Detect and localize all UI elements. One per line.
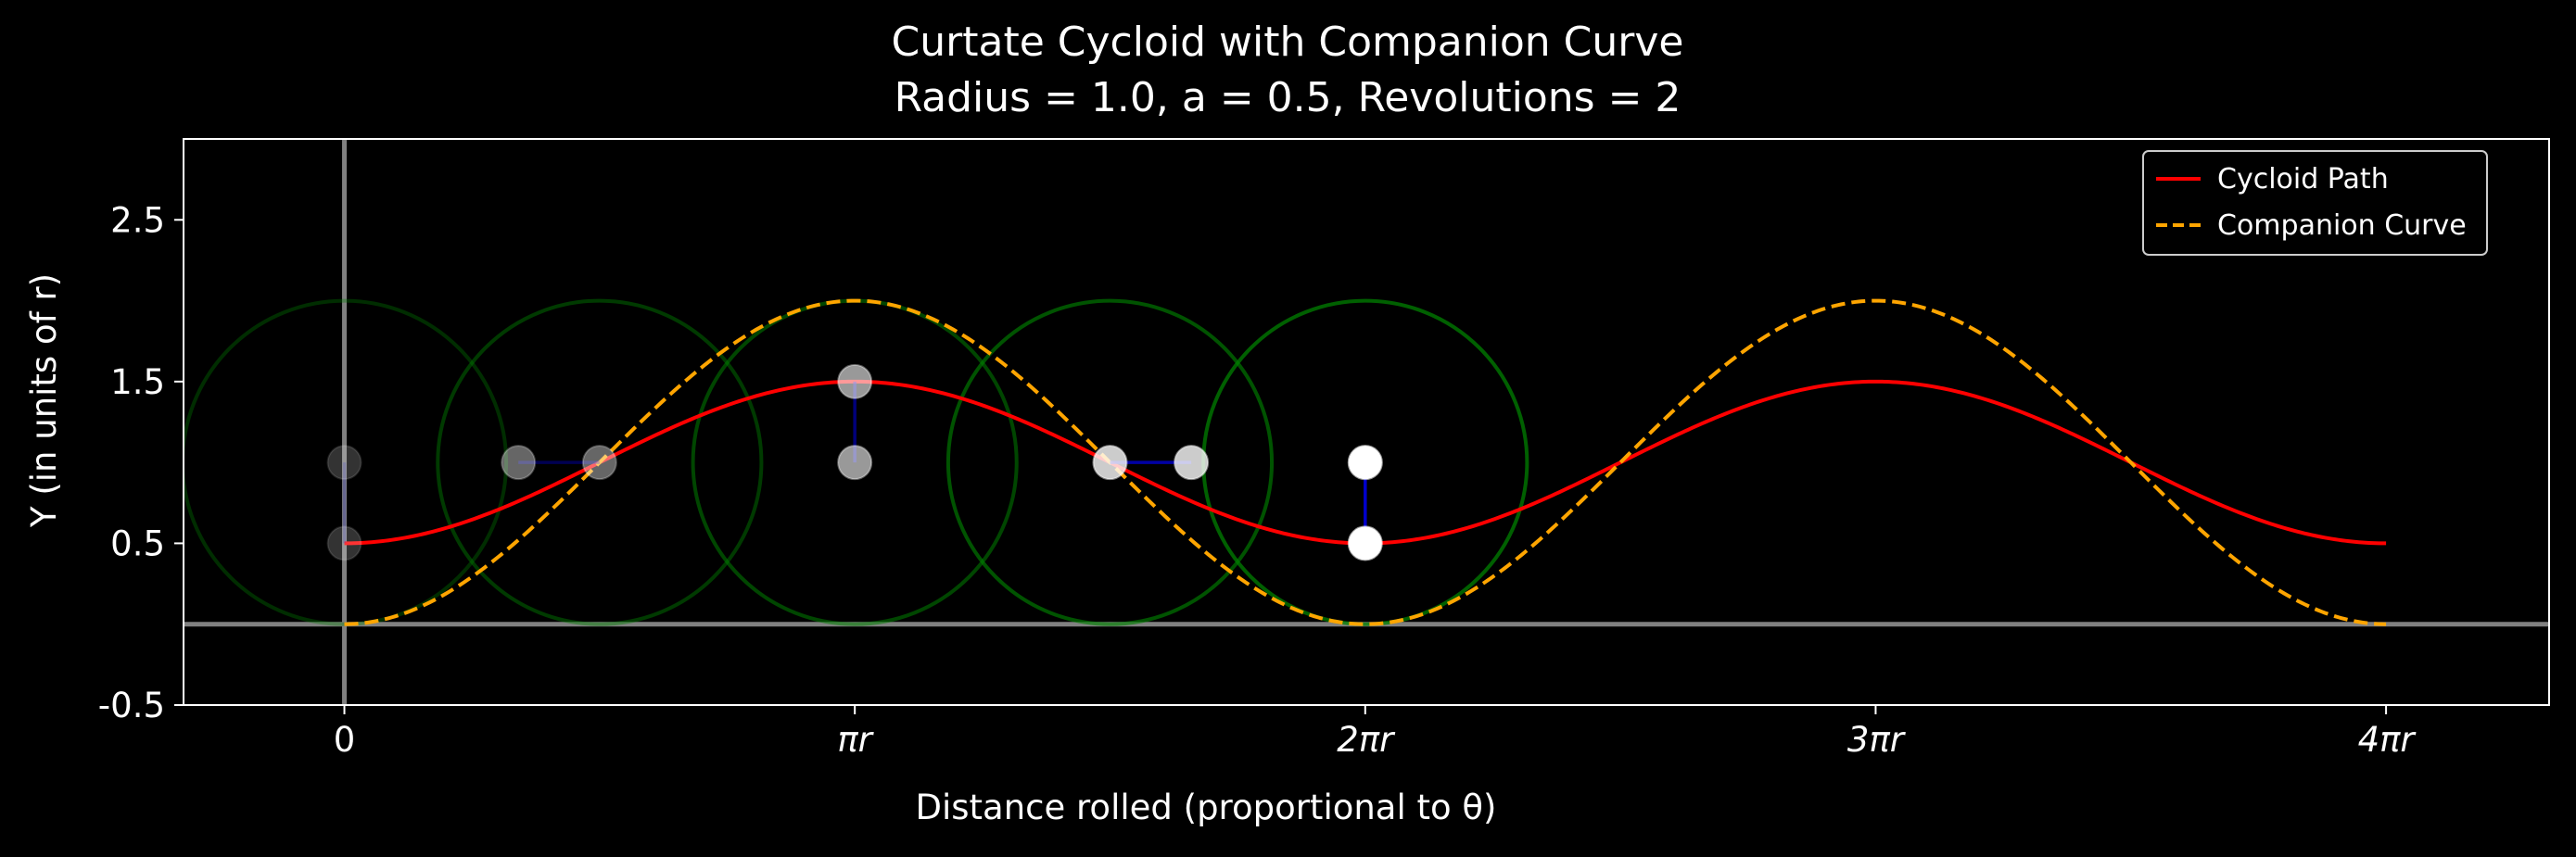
- center-point-5: [1347, 445, 1383, 481]
- center-point-3: [837, 445, 873, 481]
- plot-area: 0 πr 2πr 3πr 4πr -0.5 0.5 1.5 2.5: [98, 138, 2550, 760]
- x-tick-label-4: 4πr: [2358, 720, 2417, 760]
- center-point-2: [581, 445, 617, 481]
- y-tick-label-1: 0.5: [110, 523, 165, 563]
- center-point-4: [1092, 445, 1128, 481]
- y-axis-label: Y (in units of r): [24, 273, 64, 528]
- y-tick-label-2: 1.5: [110, 362, 165, 402]
- center-point-1: [326, 445, 362, 481]
- x-axis-label: Distance rolled (proportional to θ): [915, 788, 1496, 827]
- x-tick-label-2: 2πr: [1337, 720, 1396, 760]
- chart-subtitle: Radius = 1.0, a = 0.5, Revolutions = 2: [895, 74, 1681, 121]
- y-tick-label-0: -0.5: [98, 686, 165, 725]
- plot-frame: [183, 138, 2550, 706]
- rolling-circle-2: [436, 298, 764, 626]
- plot-content: [184, 139, 2549, 705]
- legend-box: [2142, 150, 2488, 256]
- legend-label-1: Companion Curve: [2217, 209, 2467, 242]
- x-tick-label-0: 0: [334, 720, 356, 760]
- tracing-point-5: [1347, 525, 1383, 561]
- x-tick-label-1: πr: [837, 720, 874, 760]
- tracing-point-2: [501, 445, 537, 481]
- legend: Cycloid Path Companion Curve: [2142, 150, 2488, 256]
- tracing-point-1: [326, 525, 362, 561]
- y-tick-label-3: 2.5: [110, 200, 165, 240]
- x-tick-label-3: 3πr: [1847, 720, 1907, 760]
- legend-label-0: Cycloid Path: [2217, 163, 2389, 195]
- tracing-point-3: [837, 363, 873, 399]
- rolling-circle-4: [945, 298, 1275, 626]
- tracing-point-4: [1174, 445, 1210, 481]
- series-line-companion-curve: [344, 298, 2387, 626]
- chart-title: Curtate Cycloid with Companion Curve: [892, 19, 1684, 66]
